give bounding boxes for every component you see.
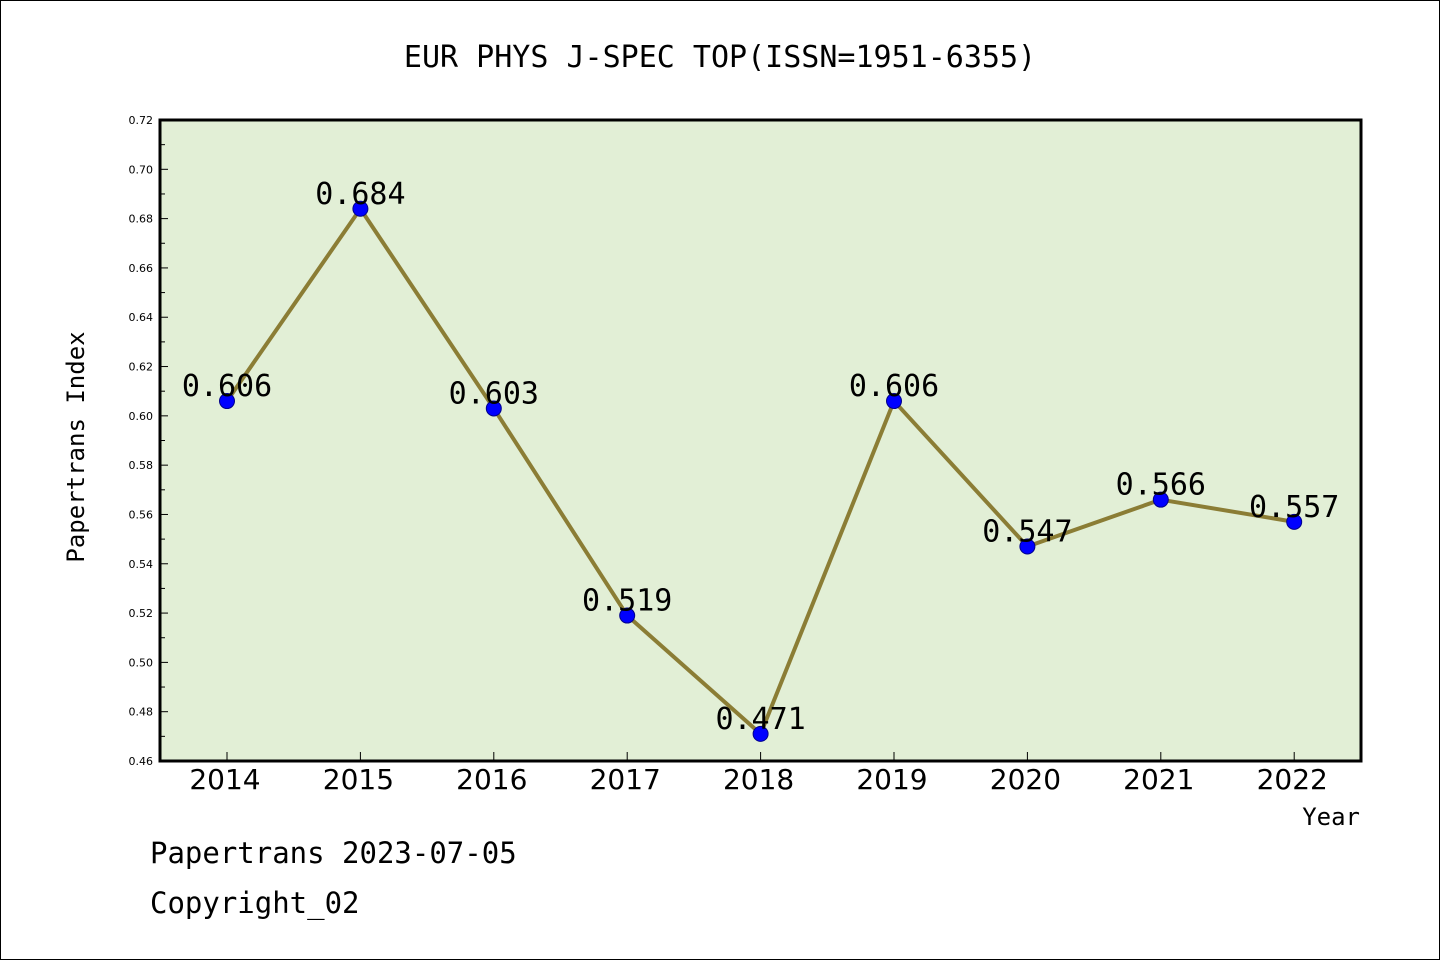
data-label: 0.606: [182, 369, 272, 404]
y-axis-label: Papertrans Index: [62, 331, 90, 562]
data-point: [1152, 491, 1169, 508]
data-point: [1019, 538, 1036, 555]
source-note: Papertrans 2023-07-05: [150, 836, 517, 870]
x-axis-label: Year: [1302, 803, 1360, 831]
data-label: 0.471: [715, 702, 805, 737]
y-tick-label: 0.64: [129, 311, 154, 324]
x-tick-label: 2022: [1257, 763, 1328, 796]
x-tick-label: 2020: [990, 763, 1061, 796]
data-point: [1286, 513, 1303, 530]
y-tick-label: 0.50: [129, 656, 154, 669]
y-tick-label: 0.48: [129, 706, 154, 719]
data-point: [752, 725, 769, 742]
data-label: 0.566: [1116, 468, 1206, 503]
x-tick-label: 2014: [189, 763, 260, 796]
x-tick-label: 2021: [1123, 763, 1194, 796]
y-tick-label: 0.54: [129, 558, 154, 571]
data-point: [886, 393, 902, 410]
data-point: [485, 400, 502, 417]
data-points: [219, 200, 1303, 742]
data-label: 0.557: [1249, 490, 1339, 525]
y-tick-label: 0.70: [129, 163, 154, 176]
x-tick-label: 2018: [723, 763, 794, 796]
y-tick-label: 0.56: [129, 508, 154, 521]
y-tick-label: 0.72: [129, 114, 154, 127]
data-labels: 0.606 0.684 0.603 0.519 0.471 0.606 0.547 0.566…: [182, 177, 1340, 737]
y-tick-label: 0.58: [129, 459, 154, 472]
x-tick-label: 2017: [590, 763, 661, 796]
x-axis: 2014 2015 2016 2017 2018 2019 2020 2021 2022: [189, 752, 1328, 796]
y-tick-label: 0.60: [129, 410, 154, 423]
x-tick-label: 2016: [456, 763, 527, 796]
data-label: 0.519: [582, 584, 672, 619]
y-tick-label: 0.68: [129, 213, 154, 226]
data-label: 0.684: [315, 177, 405, 212]
data-label: 0.603: [449, 376, 539, 411]
chart-title: EUR PHYS J-SPEC TOP(ISSN=1951-6355): [404, 40, 1036, 75]
x-tick-label: 2015: [323, 763, 394, 796]
data-point: [219, 393, 235, 410]
copyright-note: Copyright_02: [150, 886, 360, 920]
y-tick-label: 0.52: [129, 607, 154, 620]
plot-area: [158, 118, 1363, 763]
data-label: 0.547: [982, 515, 1072, 550]
y-tick-label: 0.46: [129, 755, 154, 768]
y-tick-label: 0.62: [129, 361, 154, 374]
y-tick-label: 0.66: [129, 262, 154, 275]
data-point: [619, 607, 636, 624]
data-point: [352, 200, 369, 217]
y-axis: 0.46 0.48 0.50 0.52 0.54 0.56 0.58 0.60 0.62 0.64…: [129, 114, 168, 768]
x-tick-label: 2019: [856, 763, 927, 796]
data-label: 0.606: [849, 369, 939, 404]
